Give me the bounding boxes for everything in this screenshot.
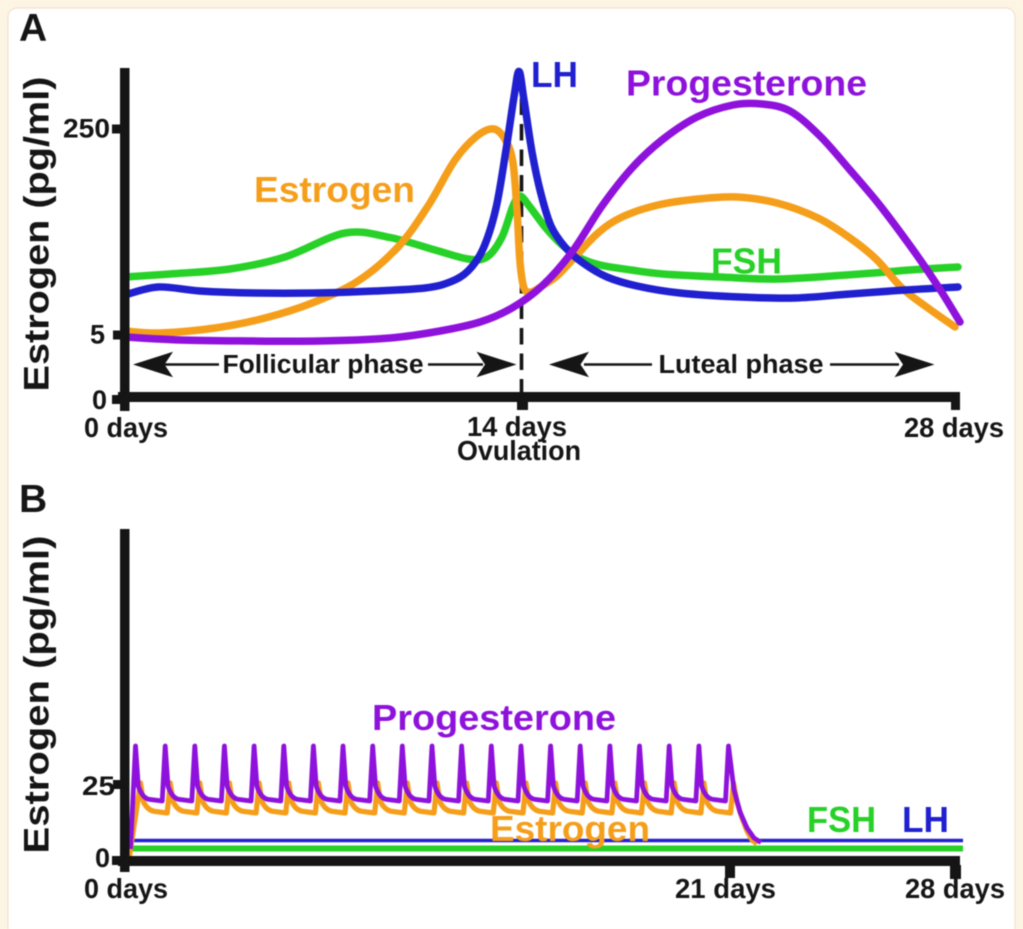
svg-text:Estrogen: Estrogen xyxy=(254,169,415,210)
svg-text:LH: LH xyxy=(531,54,578,95)
svg-text:0: 0 xyxy=(95,843,110,873)
svg-text:Luteal phase: Luteal phase xyxy=(659,351,824,379)
svg-text:Follicular phase: Follicular phase xyxy=(223,351,424,379)
svg-text:5: 5 xyxy=(90,320,105,350)
svg-text:Estrogen (pg/ml): Estrogen (pg/ml) xyxy=(18,536,57,854)
svg-text:28 days: 28 days xyxy=(905,873,1005,904)
svg-text:21 days: 21 days xyxy=(675,873,776,904)
svg-text:Ovulation: Ovulation xyxy=(457,435,581,466)
svg-text:FSH: FSH xyxy=(711,241,782,282)
svg-text:Progesterone: Progesterone xyxy=(372,697,616,738)
svg-text:Progesterone: Progesterone xyxy=(626,63,867,104)
svg-text:LH: LH xyxy=(902,799,949,840)
svg-text:0 days: 0 days xyxy=(84,873,168,904)
svg-text:Estrogen (pg/ml): Estrogen (pg/ml) xyxy=(18,77,57,392)
svg-text:14 days: 14 days xyxy=(467,411,567,442)
svg-text:0 days: 0 days xyxy=(84,412,168,443)
svg-text:0: 0 xyxy=(92,385,107,415)
svg-text:FSH: FSH xyxy=(807,799,876,840)
svg-text:25: 25 xyxy=(82,771,115,801)
svg-text:A: A xyxy=(19,7,47,50)
svg-text:28 days: 28 days xyxy=(904,412,1004,443)
svg-text:Estrogen: Estrogen xyxy=(490,808,650,849)
svg-text:B: B xyxy=(19,478,47,521)
svg-text:250: 250 xyxy=(63,114,110,144)
